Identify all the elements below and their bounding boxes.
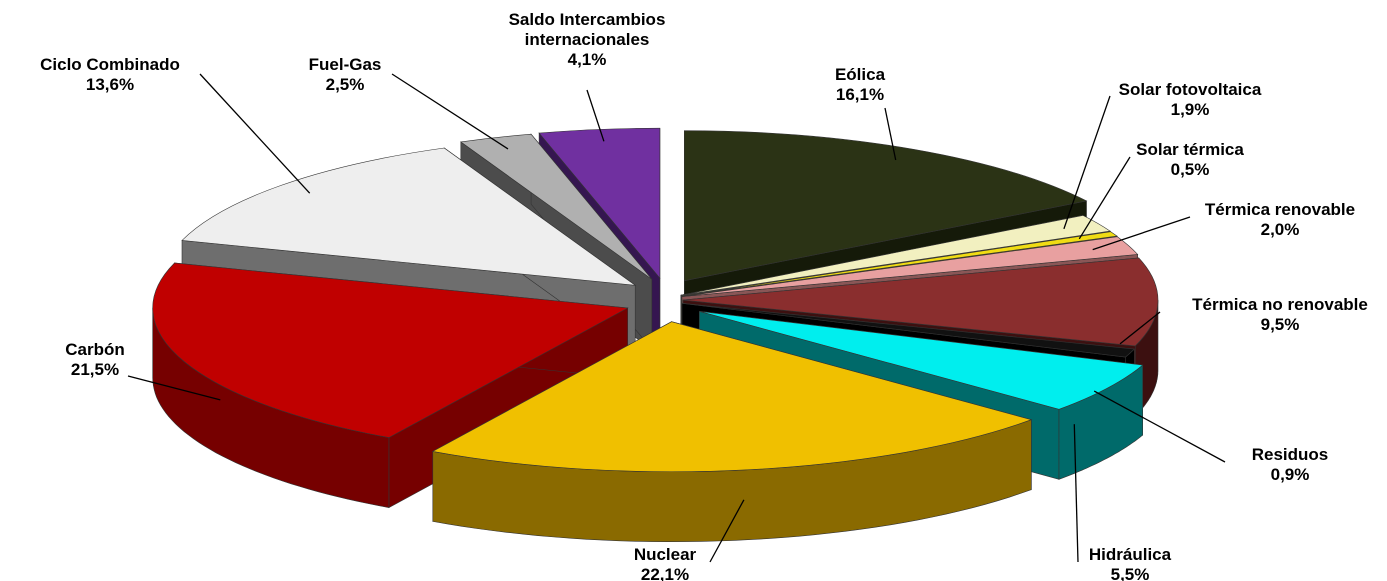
carbon-label: Carbón 21,5% <box>65 340 125 379</box>
solar-fotovoltaica-leader <box>1063 95 1111 230</box>
termica-renovable-label: Térmica renovable 2,0% <box>1205 200 1355 239</box>
solar-termica-slice <box>681 231 1118 297</box>
carbon-slice <box>152 262 629 438</box>
eolica-slice <box>684 130 1088 282</box>
hidraulica-leader <box>1073 424 1079 563</box>
solar-termica-name: Solar térmica <box>1136 140 1244 159</box>
termica-renovable-leader <box>1092 216 1191 251</box>
termica-no-renovable-leader <box>1119 311 1161 345</box>
residuos-name: Residuos <box>1252 445 1329 464</box>
saldo-intercambios-internacionales-value: 4,1% <box>568 50 607 69</box>
hidraulica-label: Hidráulica 5,5% <box>1089 545 1172 581</box>
termica-no-renovable-name: Térmica no renovable <box>1192 295 1368 314</box>
ciclo-combinado-leader <box>199 73 311 194</box>
eolica-value: 16,1% <box>836 85 884 104</box>
saldo-intercambios-internacionales-name: Saldo Intercambios <box>509 10 666 29</box>
residuos-slice <box>681 303 1135 358</box>
solar-fotovoltaica-name: Solar fotovoltaica <box>1119 80 1262 99</box>
saldo-intercambios-internacionales-leader <box>586 89 605 142</box>
termica-no-renovable-value: 9,5% <box>1261 315 1300 334</box>
ciclo-combinado-label: Ciclo Combinado 13,6% <box>40 55 180 94</box>
ciclo-combinado-value: 13,6% <box>86 75 134 94</box>
leader-lines <box>127 73 1226 563</box>
fuel-gas-slice <box>460 133 653 280</box>
slice-labels: Eólica 16,1% Solar fotovoltaica 1,9% Solar t… <box>40 10 1368 581</box>
solar-termica-value: 0,5% <box>1171 160 1210 179</box>
fuel-gas-value: 2,5% <box>326 75 365 94</box>
termica-renovable-slice <box>681 236 1139 297</box>
saldo-intercambios-internacionales-label: Saldo Intercambios internacionales 4,1% <box>509 10 666 69</box>
nuclear-slice <box>431 321 1033 473</box>
hidraulica-slice <box>699 311 1144 410</box>
hidraulica-value: 5,5% <box>1111 565 1150 581</box>
slice-tops <box>152 127 1159 473</box>
residuos-value: 0,9% <box>1271 465 1310 484</box>
ciclo-combinado-name: Ciclo Combinado <box>40 55 180 74</box>
termica-no-renovable-slice <box>682 257 1159 347</box>
ciclo-combinado-slice <box>181 147 637 286</box>
nuclear-leader <box>709 499 745 563</box>
solar-fotovoltaica-slice <box>680 215 1111 296</box>
saldo-intercambios-internacionales-name: internacionales <box>525 30 650 49</box>
eolica-leader <box>884 107 897 161</box>
termica-no-renovable-label: Térmica no renovable 9,5% <box>1192 295 1368 334</box>
fuel-gas-leader <box>391 73 509 150</box>
solar-fotovoltaica-label: Solar fotovoltaica 1,9% <box>1119 80 1262 119</box>
eolica-name: Eólica <box>835 65 886 84</box>
fuel-gas-label: Fuel-Gas 2,5% <box>309 55 382 94</box>
eolica-label: Eólica 16,1% <box>835 65 886 104</box>
solar-fotovoltaica-value: 1,9% <box>1171 100 1210 119</box>
carbon-leader <box>127 375 221 401</box>
nuclear-label: Nuclear 22,1% <box>634 545 697 581</box>
residuos-label: Residuos 0,9% <box>1252 445 1329 484</box>
hidraulica-name: Hidráulica <box>1089 545 1172 564</box>
termica-renovable-name: Térmica renovable <box>1205 200 1355 219</box>
termica-renovable-value: 2,0% <box>1261 220 1300 239</box>
solar-termica-label: Solar térmica 0,5% <box>1136 140 1244 179</box>
solar-termica-leader <box>1078 156 1131 240</box>
carbon-value: 21,5% <box>71 360 119 379</box>
saldo-intercambios-internacionales-slice <box>538 127 661 280</box>
nuclear-name: Nuclear <box>634 545 697 564</box>
nuclear-value: 22,1% <box>641 565 689 581</box>
carbon-name: Carbón <box>65 340 125 359</box>
fuel-gas-name: Fuel-Gas <box>309 55 382 74</box>
residuos-leader <box>1093 390 1226 463</box>
